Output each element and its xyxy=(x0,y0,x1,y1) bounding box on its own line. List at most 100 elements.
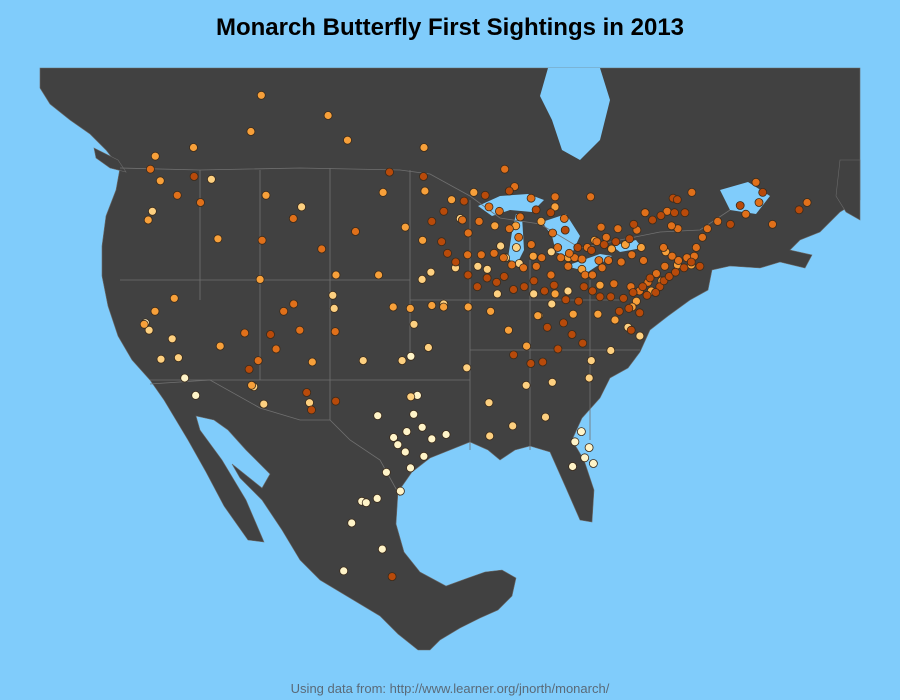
sighting-dot-mid-early xyxy=(156,354,166,364)
sighting-dot-mid-late xyxy=(553,243,563,252)
sighting-dot-late xyxy=(599,240,609,250)
sighting-dot-late xyxy=(482,273,492,283)
hudson-bay xyxy=(540,68,610,160)
sighting-dot-late xyxy=(680,208,690,218)
sighting-dot-mid xyxy=(331,270,341,280)
sighting-dot-early xyxy=(400,447,410,457)
sighting-dot-mid-early xyxy=(584,373,594,383)
sighting-dot-mid-late xyxy=(484,202,494,212)
sighting-dot-mid-early xyxy=(167,334,177,344)
sighting-dot-mid-early xyxy=(547,299,557,309)
sighting-dot-mid-late xyxy=(564,248,574,258)
sighting-dot-mid-late xyxy=(240,328,250,338)
sighting-dot-late xyxy=(735,201,745,210)
sighting-dot-early xyxy=(441,430,451,439)
sighting-dot-mid-late xyxy=(601,232,611,242)
sighting-dot-mid-late xyxy=(500,164,510,174)
sighting-dot-mid-late xyxy=(474,216,484,226)
sighting-dot-mid-early xyxy=(541,412,550,422)
sighting-dot-late xyxy=(578,338,588,348)
sighting-dot-mid xyxy=(593,309,603,319)
sighting-dot-early xyxy=(568,462,577,471)
sighting-dot-mid-late xyxy=(550,192,560,202)
sighting-dot-mid-late xyxy=(640,208,650,218)
sighting-dot-mid xyxy=(143,215,153,225)
sighting-dot-late xyxy=(579,282,589,292)
sighting-dot-mid xyxy=(418,235,428,245)
sighting-dot-mid-late xyxy=(802,198,812,207)
sighting-dot-late xyxy=(587,245,596,255)
sighting-dot-mid-early xyxy=(546,247,556,257)
sighting-dot-mid-late xyxy=(526,240,536,250)
sighting-dot-mid xyxy=(169,293,179,303)
sighting-dot-late xyxy=(726,219,735,229)
sighting-dot-mid xyxy=(550,289,560,299)
sighting-dot-mid-early xyxy=(484,398,494,408)
sighting-dot-late xyxy=(651,288,660,297)
sighting-dot-mid-late xyxy=(317,244,327,254)
sighting-dot-late xyxy=(492,277,502,287)
sighting-dot-early xyxy=(406,463,415,473)
sighting-dot-mid xyxy=(374,270,384,280)
sighting-dot-late xyxy=(642,290,652,300)
sighting-dot-mid-late xyxy=(504,224,514,234)
sighting-dot-mid xyxy=(246,127,256,136)
sighting-dot-mid xyxy=(400,222,410,232)
sighting-dot-mid-late xyxy=(271,344,281,354)
sighting-dot-mid-late xyxy=(494,206,504,216)
sighting-dot-mid-late xyxy=(588,270,597,280)
sighting-dot-late xyxy=(504,186,514,196)
sighting-dot-late xyxy=(519,282,529,292)
sighting-dot-mid-late xyxy=(754,198,764,207)
sighting-dot-mid-late xyxy=(172,190,182,200)
sighting-dot-mid-late xyxy=(196,198,205,207)
sighting-dot-late xyxy=(664,272,674,281)
sighting-dot-early xyxy=(389,433,399,442)
sighting-dot-late xyxy=(509,350,518,360)
sighting-dot-mid xyxy=(247,380,257,390)
sighting-dot-mid-late xyxy=(616,257,626,267)
us-canada-border xyxy=(119,167,731,249)
sighting-dot-mid xyxy=(261,190,271,200)
sighting-dot-mid-late xyxy=(351,227,360,236)
sighting-dot-mid-late xyxy=(515,212,525,222)
sighting-dot-mid-early xyxy=(426,267,436,277)
sighting-dot-mid-late xyxy=(652,269,661,279)
sighting-dot-late xyxy=(459,196,469,206)
sighting-dot-mid-late xyxy=(639,256,648,265)
sighting-dot-mid-early xyxy=(547,377,557,387)
sighting-dot-mid-early xyxy=(512,243,521,252)
landmass xyxy=(39,67,861,651)
sighting-dot-mid xyxy=(323,111,333,120)
sighting-dot-late xyxy=(387,572,397,581)
sighting-dot-late xyxy=(549,280,559,290)
sighting-dot-mid-late xyxy=(556,253,566,263)
sighting-dot-mid-late xyxy=(507,260,517,270)
sighting-dot-late xyxy=(645,273,655,283)
sighting-dot-late xyxy=(439,206,449,216)
sighting-dot-late xyxy=(629,219,639,229)
sighting-dot-mid xyxy=(595,280,605,290)
sighting-dot-late xyxy=(331,396,341,406)
sighting-dot-mid xyxy=(610,315,620,325)
sighting-dot-mid-late xyxy=(596,222,606,232)
sighting-dot-mid-late xyxy=(514,232,524,242)
sighting-dot-mid xyxy=(405,303,415,313)
north-america-land xyxy=(39,67,861,651)
sighting-dot-mid xyxy=(256,90,266,100)
sighting-dot-late xyxy=(538,357,548,367)
sighting-dot-late xyxy=(509,285,518,294)
sighting-dot-mid-late xyxy=(457,215,467,225)
sighting-dot-mid-late xyxy=(526,193,536,203)
sighting-dot-mid-late xyxy=(597,263,607,273)
sighting-dot-mid xyxy=(607,244,616,254)
sighting-dot-early xyxy=(589,459,598,468)
sighting-dot-late xyxy=(302,388,312,397)
sighting-dot-late xyxy=(611,237,621,247)
sighting-dot-mid xyxy=(522,341,531,351)
sighting-dot-early xyxy=(373,411,383,421)
sighting-dot-late xyxy=(419,172,428,181)
sighting-dot-late xyxy=(540,286,549,296)
sighting-dot-mid-early xyxy=(462,363,472,373)
sighting-dot-mid-late xyxy=(580,270,590,280)
